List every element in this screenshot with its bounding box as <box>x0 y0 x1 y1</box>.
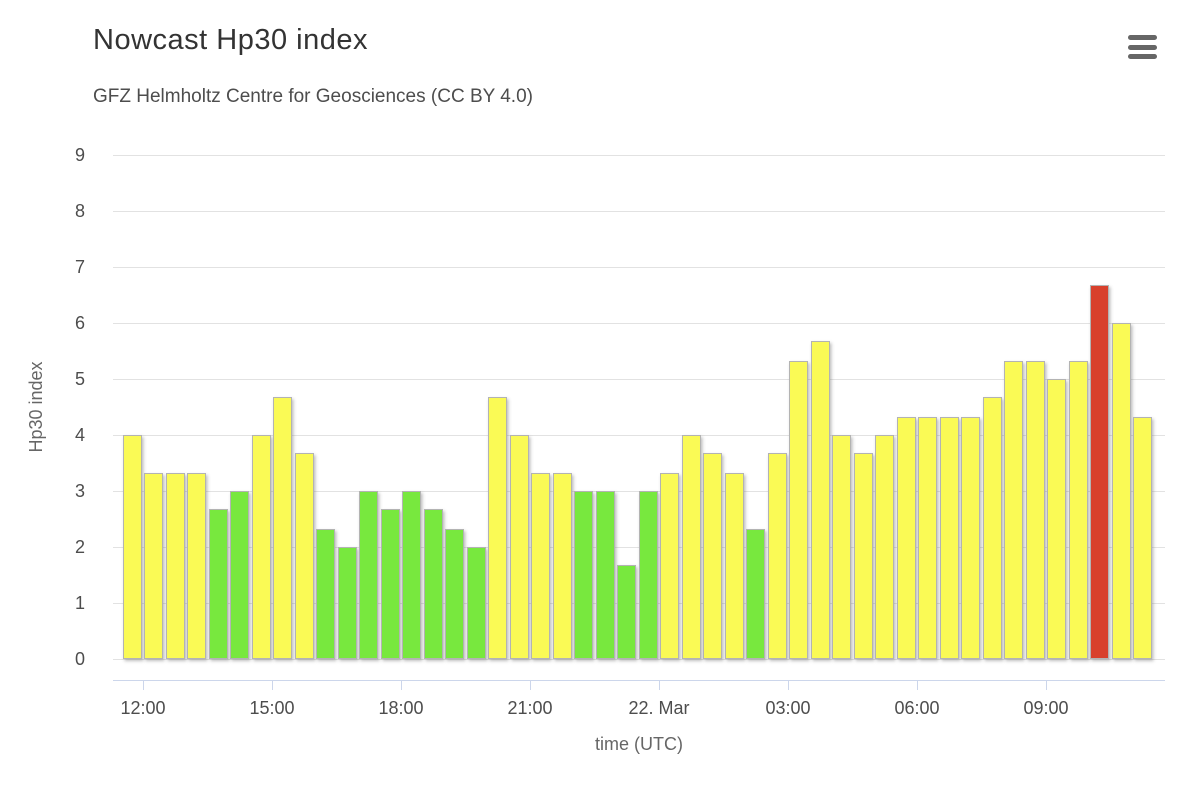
x-axis-tick <box>272 680 273 690</box>
x-axis-tick-label: 06:00 <box>894 698 940 718</box>
hamburger-menu-icon <box>1127 54 1157 59</box>
x-axis-tick-label: 18:00 <box>378 698 424 718</box>
hp30-bar[interactable] <box>144 473 164 659</box>
hp30-bar[interactable] <box>595 491 615 659</box>
hp30-bar[interactable] <box>1090 285 1110 659</box>
x-axis-tick-label: 15:00 <box>249 698 295 718</box>
hp30-bar[interactable] <box>746 529 766 659</box>
hp30-bar[interactable] <box>466 547 486 659</box>
hp30-bar[interactable] <box>509 435 529 659</box>
hp30-bar[interactable] <box>122 435 142 659</box>
x-axis-tick <box>1046 680 1047 690</box>
hamburger-menu-icon <box>1127 44 1157 50</box>
y-axis-tick-label: 6 <box>74 313 85 333</box>
hp30-bar[interactable] <box>982 397 1002 659</box>
hp30-bar[interactable] <box>961 417 981 659</box>
hp30-bar[interactable] <box>681 435 701 659</box>
hp30-bar[interactable] <box>294 453 314 659</box>
hp30-bar[interactable] <box>488 397 508 659</box>
y-axis-tick-label: 5 <box>74 369 85 389</box>
x-axis-tick-label: 21:00 <box>507 698 553 718</box>
hp30-bar[interactable] <box>1004 361 1024 659</box>
gridline <box>113 211 1165 212</box>
chart-subtitle: GFZ Helmholtz Centre for Geosciences (CC… <box>93 86 533 107</box>
gridline <box>113 267 1165 268</box>
y-axis-tick-label: 8 <box>74 201 85 221</box>
gridline <box>113 155 1165 156</box>
hp30-bar[interactable] <box>832 435 852 659</box>
hp30-bar[interactable] <box>767 453 787 659</box>
y-axis-tick-label: 3 <box>74 481 85 501</box>
y-axis-tick-label: 2 <box>74 537 85 557</box>
hp30-bar[interactable] <box>273 397 293 659</box>
hp30-bar[interactable] <box>316 529 336 659</box>
x-axis-tick-label: 12:00 <box>120 698 166 718</box>
hp30-bar[interactable] <box>402 491 422 659</box>
y-axis-tick-label: 4 <box>74 425 85 445</box>
hp30-bar[interactable] <box>423 509 443 659</box>
hp30-bar[interactable] <box>187 473 207 659</box>
hp30-bar[interactable] <box>617 565 637 659</box>
hp30-bar[interactable] <box>359 491 379 659</box>
y-axis-tick-label: 7 <box>74 257 85 277</box>
x-axis-tick <box>788 680 789 690</box>
x-axis-tick-label: 22. Mar <box>628 698 690 718</box>
y-axis-tick-label: 0 <box>74 649 85 669</box>
gridline <box>113 323 1165 324</box>
x-axis-tick-label: 09:00 <box>1023 698 1069 718</box>
hp30-bar[interactable] <box>896 417 916 659</box>
hp30-bar[interactable] <box>251 435 271 659</box>
hp30-bar[interactable] <box>337 547 357 659</box>
gridline <box>113 379 1165 380</box>
hp30-bar[interactable] <box>939 417 959 659</box>
x-axis-tick <box>530 680 531 690</box>
hp30-bar[interactable] <box>380 509 400 659</box>
hp30-bar[interactable] <box>1111 323 1131 659</box>
hp30-bar[interactable] <box>660 473 680 659</box>
hp30-bar[interactable] <box>810 341 830 659</box>
chart-context-menu-button[interactable] <box>1122 33 1162 71</box>
hp30-bar[interactable] <box>789 361 809 659</box>
hamburger-menu-icon <box>1127 35 1157 40</box>
x-axis-title: time (UTC) <box>595 734 683 754</box>
chart-title: Nowcast Hp30 index <box>93 24 368 56</box>
x-axis-tick <box>659 680 660 690</box>
x-axis-tick <box>143 680 144 690</box>
hp30-bar[interactable] <box>918 417 938 659</box>
y-axis-tick-label: 1 <box>74 593 85 613</box>
hp30-bar[interactable] <box>574 491 594 659</box>
hp30-bar[interactable] <box>638 491 658 659</box>
hp30-bar[interactable] <box>853 453 873 659</box>
hp30-bar[interactable] <box>208 509 228 659</box>
gridline <box>113 659 1165 660</box>
hp30-bar[interactable] <box>531 473 551 659</box>
gridline <box>113 435 1165 436</box>
hp30-bar[interactable] <box>230 491 250 659</box>
hp30-bar[interactable] <box>703 453 723 659</box>
hp30-bar[interactable] <box>445 529 465 659</box>
y-axis-tick-label: 9 <box>74 145 85 165</box>
x-axis-tick <box>401 680 402 690</box>
hp30-bar[interactable] <box>724 473 744 659</box>
x-axis-tick-label: 03:00 <box>765 698 811 718</box>
hp30-bar[interactable] <box>552 473 572 659</box>
hp30-bar[interactable] <box>1133 417 1153 659</box>
x-axis-line <box>113 680 1165 681</box>
hp30-bar[interactable] <box>1068 361 1088 659</box>
hp30-bar[interactable] <box>165 473 185 659</box>
hp30-bar[interactable] <box>875 435 895 659</box>
y-axis-title: Hp30 index <box>26 361 46 453</box>
hp30-bar[interactable] <box>1047 379 1067 659</box>
hp30-bar[interactable] <box>1025 361 1045 659</box>
x-axis-tick <box>917 680 918 690</box>
